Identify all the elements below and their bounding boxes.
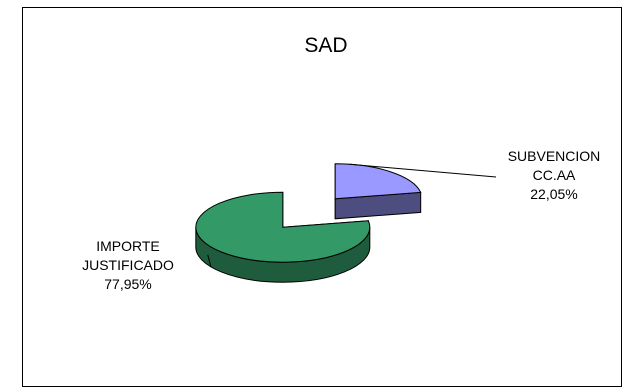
- pie-chart: SAD SUBVENCION CC.AA 22,05% IMPORTE JUSTIFIC…: [82, 34, 601, 292]
- pie-slice-top-subvencion-cc-aa: [334, 163, 422, 200]
- slice-label-importe-justificado: IMPORTE JUSTIFICADO 77,95%: [82, 238, 174, 292]
- chart-frame: [22, 7, 622, 387]
- chart-title: SAD: [304, 34, 347, 57]
- slice-category-label: SUBVENCION: [508, 148, 601, 164]
- pie-slice-top-importe-justificado: [195, 191, 371, 263]
- slice-category-label: JUSTIFICADO: [82, 257, 174, 273]
- slice-value-label: 77,95%: [104, 276, 151, 292]
- pie-slice-subvencion-cc-aa: [334, 163, 422, 220]
- slice-label-subvencion-cc-aa: SUBVENCION CC.AA 22,05%: [508, 148, 601, 202]
- slice-category-label: IMPORTE: [96, 238, 160, 254]
- slice-value-label: 22,05%: [530, 186, 577, 202]
- slice-category-label: CC.AA: [533, 167, 576, 183]
- leader-line-subvencion-cc-aa: [349, 163, 497, 178]
- pie-slice-importe-justificado: [195, 191, 371, 283]
- leader-line-importe-justificado: [207, 254, 212, 268]
